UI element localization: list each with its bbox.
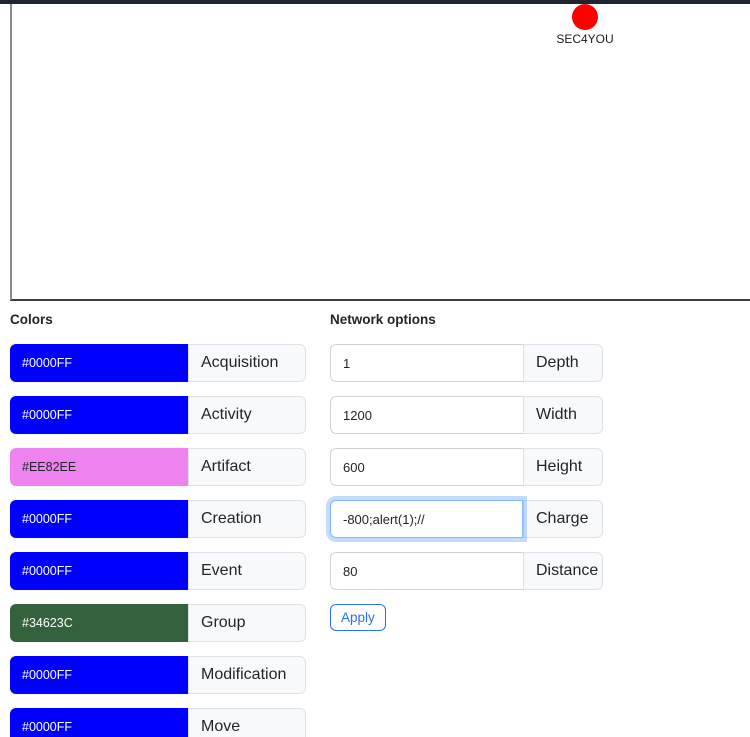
height-label: Height: [523, 448, 603, 486]
height-input[interactable]: [330, 448, 523, 486]
charge-input[interactable]: [330, 500, 523, 538]
width-label: Width: [523, 396, 603, 434]
depth-input[interactable]: [330, 344, 523, 382]
color-row-activity: Activity: [10, 396, 306, 434]
color-hex-input-move[interactable]: [10, 708, 188, 737]
color-row-label-event: Event: [188, 552, 306, 590]
color-row-move: Move: [10, 708, 306, 737]
color-hex-input-group[interactable]: [10, 604, 188, 642]
network-field-charge: Charge: [330, 500, 603, 538]
network-field-height: Height: [330, 448, 603, 486]
color-row-group: Group: [10, 604, 306, 642]
color-hex-input-artifact[interactable]: [10, 448, 188, 486]
color-row-label-activity: Activity: [188, 396, 306, 434]
color-row-label-move: Move: [188, 708, 306, 737]
color-hex-input-activity[interactable]: [10, 396, 188, 434]
network-options-title: Network options: [330, 312, 436, 327]
color-row-label-modification: Modification: [188, 656, 306, 694]
color-row-artifact: Artifact: [10, 448, 306, 486]
color-hex-input-modification[interactable]: [10, 656, 188, 694]
node-circle[interactable]: [572, 4, 598, 30]
color-row-label-artifact: Artifact: [188, 448, 306, 486]
width-input[interactable]: [330, 396, 523, 434]
depth-label: Depth: [523, 344, 603, 382]
apply-button[interactable]: Apply: [330, 604, 386, 631]
color-row-acquisition: Acquisition: [10, 344, 306, 382]
color-row-label-group: Group: [188, 604, 306, 642]
color-row-modification: Modification: [10, 656, 306, 694]
network-field-depth: Depth: [330, 344, 603, 382]
distance-input[interactable]: [330, 552, 523, 590]
color-row-creation: Creation: [10, 500, 306, 538]
network-graph-canvas[interactable]: SEC4YOU: [10, 4, 750, 301]
color-hex-input-creation[interactable]: [10, 500, 188, 538]
color-row-label-creation: Creation: [188, 500, 306, 538]
color-hex-input-event[interactable]: [10, 552, 188, 590]
color-hex-input-acquisition[interactable]: [10, 344, 188, 382]
network-options-section: Network options Depth Width Height Charg…: [330, 312, 603, 631]
color-row-label-acquisition: Acquisition: [188, 344, 306, 382]
distance-label: Distance: [523, 552, 603, 590]
network-field-width: Width: [330, 396, 603, 434]
charge-label: Charge: [523, 500, 603, 538]
colors-section: Colors Acquisition Activity Artifact Cre…: [10, 312, 306, 737]
color-row-event: Event: [10, 552, 306, 590]
browser-chrome-edge: [0, 0, 750, 4]
network-field-distance: Distance: [330, 552, 603, 590]
colors-section-title: Colors: [10, 312, 53, 327]
node-label: SEC4YOU: [556, 32, 614, 46]
